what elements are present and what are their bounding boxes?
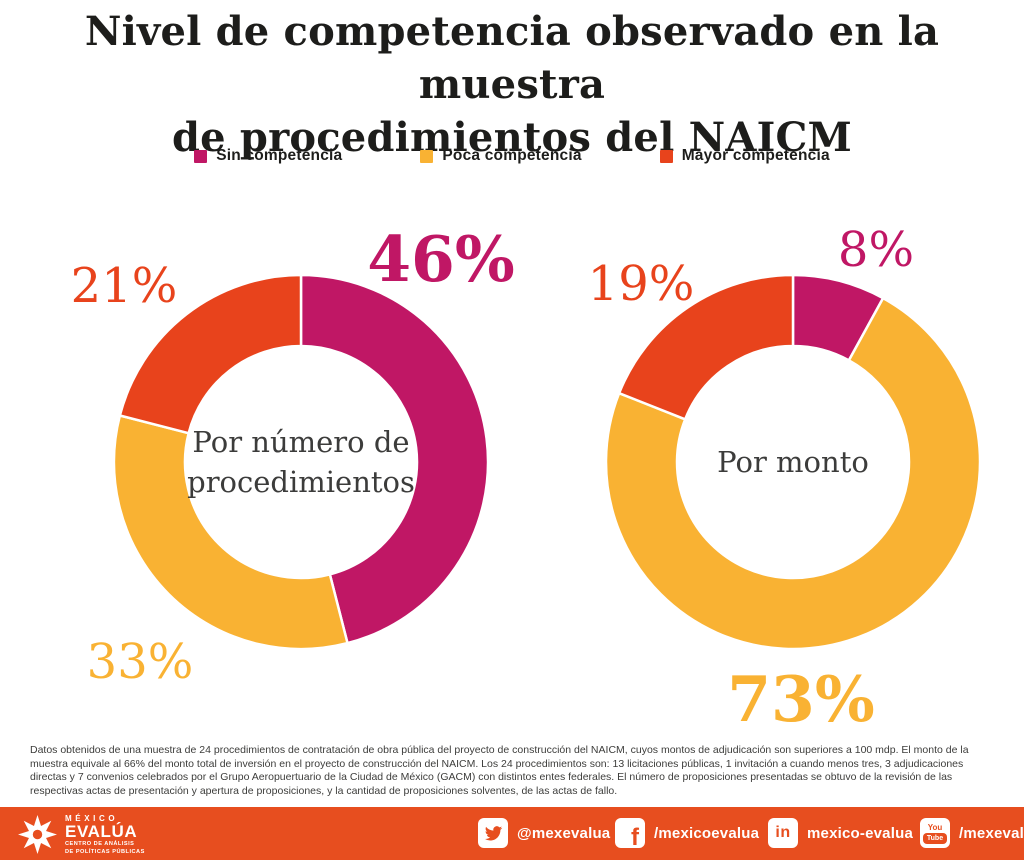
twitter-handle: @mexevalua [517,824,611,842]
linkedin-in-glyph: in [775,824,791,841]
twitter-bird-icon [484,825,502,840]
donut-center-label-line: procedimientos [187,465,415,499]
donut-slice-mayor-competencia [118,273,303,435]
twitter-icon [478,818,508,848]
linkedin-handle: mexico-evalua [807,824,913,842]
linkedin-icon: in [768,818,798,848]
donut-center-label-por-monto: Por monto [717,442,869,482]
donut-slice-poca-competencia [604,296,982,651]
donut-chart-por-numero-de-procedimientos [112,273,490,651]
legend-item-sin-competencia: Sin competencia [194,147,342,165]
chart-legend: Sin competencia Poca competencia Mayor c… [0,147,1024,165]
facebook-handle: /mexicoevalua [654,824,760,842]
social-link-youtube[interactable]: You Tube /mexeval [920,818,1024,848]
social-link-twitter[interactable]: @mexevalua [478,818,610,848]
social-link-facebook[interactable]: f /mexicoevalua [615,818,760,851]
youtube-icon-stack: You Tube [923,822,947,844]
value-label-mayor-competencia-por-monto: 19% [587,256,695,312]
donut-chart-por-monto [604,273,982,651]
footer-bar: MÉXICO EVALÚA CENTRO DE ANÁLISIS DE POLÍ… [0,807,1024,860]
facebook-f-glyph: f [631,824,639,851]
value-label-poca-competencia-por-monto: 73% [727,662,875,736]
legend-item-poca-competencia: Poca competencia [420,147,581,165]
legend-swatch-sin-competencia [194,149,208,163]
mexico-evalua-star-icon [18,815,57,854]
legend-label-poca-competencia: Poca competencia [442,147,582,164]
mexico-evalua-logo[interactable]: MÉXICO EVALÚA CENTRO DE ANÁLISIS DE POLÍ… [17,814,145,855]
value-label-mayor-competencia-por-numero: 21% [70,258,178,314]
legend-item-mayor-competencia: Mayor competencia [659,147,830,165]
youtube-handle: /mexeval [959,824,1024,842]
logo-line-evalua: EVALÚA [65,822,138,842]
facebook-icon: f [615,818,645,851]
donut-center-label-line: Por número de [192,425,410,459]
legend-swatch-poca-competencia [420,149,434,163]
value-label-sin-competencia-por-numero: 46% [367,222,515,296]
logo-line-mexico: MÉXICO [65,814,119,824]
youtube-tube-text: Tube [923,833,947,844]
donut-slice-mayor-competencia [617,273,795,421]
mexico-evalua-logo-text: MÉXICO EVALÚA CENTRO DE ANÁLISIS DE POLÍ… [65,814,145,855]
page-title: Nivel de competencia observado en la mue… [0,5,1024,164]
donut-center-label-por-numero: Por número de procedimientos [187,422,415,502]
donut-slice-sin-competencia [299,273,490,645]
youtube-you-text: You [927,823,943,832]
page-title-line1: Nivel de competencia observado en la mue… [84,8,940,108]
page-title-line2: de procedimientos del NAICM [171,114,853,161]
youtube-icon: You Tube [920,818,950,848]
legend-swatch-mayor-competencia [659,149,673,163]
legend-label-sin-competencia: Sin competencia [216,147,343,164]
source-footnote: Datos obtenidos de una muestra de 24 pro… [30,744,969,797]
donut-slice-poca-competencia [112,414,349,651]
value-label-poca-competencia-por-numero: 33% [86,634,194,690]
legend-label-mayor-competencia: Mayor competencia [681,147,830,164]
social-link-linkedin[interactable]: in mexico-evalua [768,818,913,848]
donut-center-label-line: Por monto [717,445,869,479]
logo-line-centro: CENTRO DE ANÁLISIS [65,841,135,848]
logo-line-politicas: DE POLÍTICAS PÚBLICAS [65,848,145,855]
value-label-sin-competencia-por-monto: 8% [837,222,915,278]
